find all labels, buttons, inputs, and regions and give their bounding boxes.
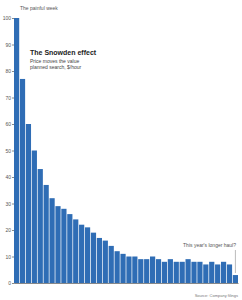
bar bbox=[120, 254, 125, 283]
bar bbox=[197, 262, 202, 283]
bar bbox=[215, 264, 220, 283]
bar bbox=[61, 209, 66, 283]
tick-mark bbox=[12, 151, 14, 152]
tick-mark bbox=[12, 257, 14, 258]
tick-label: 90 bbox=[5, 42, 11, 48]
tick-mark bbox=[12, 45, 14, 46]
tick: 70 bbox=[5, 95, 14, 101]
tick-mark bbox=[12, 204, 14, 205]
tick-label: 50 bbox=[5, 148, 11, 154]
bar bbox=[233, 275, 238, 283]
tick-label: 80 bbox=[5, 68, 11, 74]
tick-label: 70 bbox=[5, 95, 11, 101]
bar bbox=[14, 18, 19, 283]
tick-label: 0 bbox=[8, 280, 11, 286]
tick-mark bbox=[12, 177, 14, 178]
bars bbox=[14, 18, 238, 283]
subtitle: Price moves the valueplanned search, $/h… bbox=[30, 58, 81, 70]
bar bbox=[91, 233, 96, 283]
bar bbox=[38, 169, 43, 283]
tick-mark bbox=[12, 124, 14, 125]
tick-label: 40 bbox=[5, 174, 11, 180]
bar bbox=[227, 264, 232, 283]
tick-label: 30 bbox=[5, 201, 11, 207]
bar bbox=[132, 257, 137, 284]
bar bbox=[20, 79, 25, 283]
bar bbox=[44, 185, 49, 283]
tick-mark bbox=[12, 283, 14, 284]
bar bbox=[144, 259, 149, 283]
tick-mark bbox=[12, 71, 14, 72]
y-axis: 0 10 20 30 40 50 60 70 80 90 100 bbox=[3, 15, 15, 286]
bar bbox=[26, 124, 31, 283]
tick: 90 bbox=[5, 42, 14, 48]
text: The painful week bbox=[20, 5, 58, 11]
tick-label: 60 bbox=[5, 121, 11, 127]
tick-label: 20 bbox=[5, 227, 11, 233]
chart: 0 10 20 30 40 50 60 70 80 90 100 The painful week Th… bbox=[0, 0, 242, 300]
tick-label: 10 bbox=[5, 254, 11, 260]
bar bbox=[191, 262, 196, 283]
bar bbox=[203, 264, 208, 283]
tick-mark bbox=[12, 230, 14, 231]
bar bbox=[209, 262, 214, 283]
bar bbox=[67, 214, 72, 283]
bar bbox=[97, 238, 102, 283]
tick: 10 bbox=[5, 254, 14, 260]
tick: 0 bbox=[8, 280, 14, 286]
bar bbox=[32, 151, 37, 284]
bar bbox=[185, 259, 190, 283]
bar bbox=[79, 225, 84, 283]
tick-label: 100 bbox=[3, 15, 12, 21]
bar bbox=[168, 259, 173, 283]
annotation-line bbox=[235, 250, 236, 273]
text: The Snowden effect bbox=[30, 49, 97, 56]
bar bbox=[55, 206, 60, 283]
tick: 80 bbox=[5, 68, 14, 74]
bar bbox=[85, 227, 90, 283]
bar bbox=[180, 262, 185, 283]
tick: 100 bbox=[3, 15, 14, 21]
bar bbox=[109, 246, 114, 283]
tick: 60 bbox=[5, 121, 14, 127]
tick-mark bbox=[12, 98, 14, 99]
bar bbox=[150, 257, 155, 284]
bar bbox=[73, 219, 78, 283]
bar bbox=[221, 262, 226, 283]
axis-line bbox=[15, 283, 239, 284]
bar bbox=[126, 257, 131, 284]
bar bbox=[103, 241, 108, 283]
bar bbox=[115, 251, 120, 283]
bar bbox=[162, 262, 167, 283]
bar bbox=[49, 198, 54, 283]
text: This year's longer haul? bbox=[183, 242, 236, 248]
bar bbox=[138, 259, 143, 283]
text: Source: Company filings bbox=[195, 293, 238, 298]
bar bbox=[156, 259, 161, 283]
tick: 40 bbox=[5, 174, 14, 180]
tick: 20 bbox=[5, 227, 14, 233]
tick: 30 bbox=[5, 201, 14, 207]
bar bbox=[174, 262, 179, 283]
tick-mark bbox=[12, 18, 14, 19]
tick: 50 bbox=[5, 148, 14, 154]
